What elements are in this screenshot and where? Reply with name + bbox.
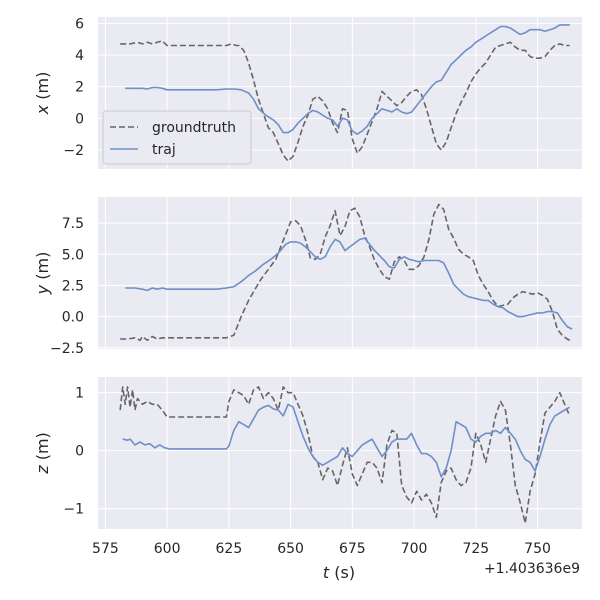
legend-box xyxy=(102,110,252,165)
series-groundtruth-x xyxy=(120,39,570,162)
y-tick-label: 2.5 xyxy=(62,278,84,294)
y-tick-label: 5.0 xyxy=(62,247,84,263)
x-tick-label: 575 xyxy=(92,541,119,557)
panels-layer: −2 0 2 4 6 x (m) groundtruth traj −2.5 0.0 2.5 5.0 7… xyxy=(33,16,582,557)
x-axis-label-var: t xyxy=(323,563,330,582)
y-axis-label-unit: (m) xyxy=(33,252,52,285)
y-tick-label: 7.5 xyxy=(62,216,84,232)
legend-label-traj: traj xyxy=(152,142,176,158)
y-tick-label: 0 xyxy=(75,111,84,127)
x-axis-label-unit: (s) xyxy=(329,563,355,582)
y-axis-label-var: y xyxy=(33,284,52,295)
x-tick-label: 725 xyxy=(462,541,489,557)
series-traj-y xyxy=(125,237,573,330)
y-tick-label: 0 xyxy=(75,444,84,460)
y-axis-label-unit: (m) xyxy=(33,72,52,105)
legend: groundtruth traj xyxy=(102,110,252,165)
series-traj-x xyxy=(125,24,570,135)
y-axis-label: x (m) xyxy=(33,72,52,116)
x-offset-text: +1.403636e9 xyxy=(484,561,580,577)
x-tick-label: 750 xyxy=(524,541,551,557)
panel-y: −2.5 0.0 2.5 5.0 7.5 y (m) xyxy=(33,197,582,357)
y-tick-label: 0.0 xyxy=(62,310,84,326)
y-tick-label: 6 xyxy=(75,16,84,32)
panel-z: 575 600 625 650 675 700 725 750 −1 0 1 z (m) xyxy=(33,377,582,557)
legend-label-groundtruth: groundtruth xyxy=(152,120,236,136)
y-tick-label: −2.5 xyxy=(50,341,84,357)
y-tick-label: −2 xyxy=(63,143,84,159)
x-tick-label: 600 xyxy=(154,541,181,557)
plot-background xyxy=(98,197,582,349)
y-axis-label-unit: (m) xyxy=(33,432,52,465)
y-tick-label: 2 xyxy=(75,80,84,96)
series-traj-z xyxy=(122,403,571,478)
x-tick-label: 675 xyxy=(339,541,366,557)
y-axis-label: y (m) xyxy=(33,252,52,296)
y-axis-label-var: x xyxy=(33,104,52,115)
series-groundtruth-z xyxy=(119,386,571,525)
x-axis-label: t (s) xyxy=(323,563,355,582)
panel-x: −2 0 2 4 6 x (m) groundtruth traj xyxy=(33,16,582,169)
x-tick-label: 650 xyxy=(277,541,304,557)
y-tick-label: 4 xyxy=(75,48,84,64)
y-tick-label: −1 xyxy=(63,502,84,518)
y-axis-label-var: z xyxy=(33,465,52,475)
y-axis-label: z (m) xyxy=(33,432,52,475)
x-tick-label: 700 xyxy=(401,541,428,557)
x-tick-label: 625 xyxy=(216,541,243,557)
y-tick-label: 1 xyxy=(75,386,84,402)
